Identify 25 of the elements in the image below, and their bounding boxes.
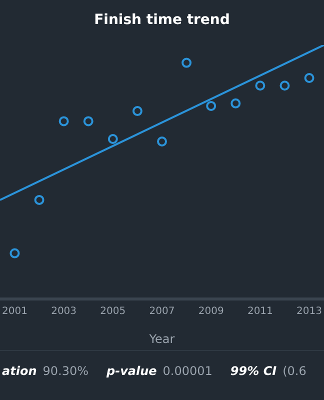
stat-field: p-value 0.00001: [106, 364, 212, 378]
point: [132, 106, 142, 116]
x-tick-label: 2005: [100, 306, 126, 318]
point: [10, 248, 20, 258]
x-tick-label: 2001: [2, 306, 28, 318]
point: [206, 100, 216, 111]
x-tick-label: 2009: [198, 306, 224, 318]
point: [182, 58, 192, 68]
x-tick-label: 2011: [247, 306, 273, 318]
x-tick-label: 2013: [296, 306, 322, 318]
point: [280, 80, 290, 91]
point: [157, 136, 167, 147]
point: [34, 194, 44, 205]
stat-field: ation 90.30%: [2, 364, 88, 378]
point: [230, 98, 241, 108]
point: [83, 116, 94, 126]
x-tick-label: 2007: [149, 306, 175, 318]
chart-title: Finish time trend: [93, 12, 231, 28]
point: [108, 134, 118, 144]
point: [304, 73, 314, 84]
x-axis-title: Year: [148, 332, 175, 346]
point: [255, 80, 266, 91]
point: [58, 116, 69, 126]
stat-field: 99% CI (0.6: [230, 364, 306, 378]
x-tick-label: 2003: [51, 306, 77, 318]
